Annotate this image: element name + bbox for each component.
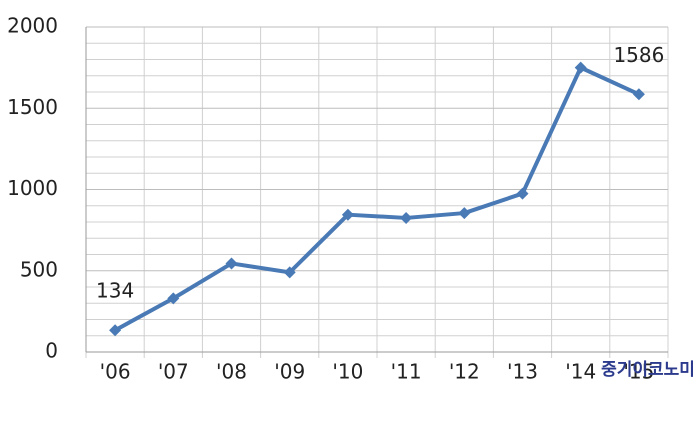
point-marker [632, 88, 645, 101]
x-tick-label: '07 [158, 360, 189, 384]
y-tick-label: 500 [20, 257, 58, 281]
watermark: 중기이코노미 [601, 360, 695, 380]
x-tick-label: '09 [274, 360, 305, 384]
point-marker [400, 211, 413, 224]
y-tick-label: 1500 [7, 95, 58, 119]
data-label: 134 [96, 279, 134, 303]
point-marker [225, 257, 238, 270]
x-tick-label: '15 [623, 360, 654, 384]
x-tick-label: '12 [449, 360, 480, 384]
point-marker [341, 208, 354, 221]
x-tick-label: '11 [391, 360, 422, 384]
y-tick-label: 1000 [7, 176, 58, 200]
x-tick-label: '10 [332, 360, 363, 384]
point-marker [574, 61, 587, 74]
x-tick-label: '06 [100, 360, 131, 384]
x-tick-label: '13 [507, 360, 538, 384]
y-tick-label: 0 [45, 339, 58, 363]
data-label: 1586 [613, 43, 664, 67]
point-marker [283, 266, 296, 279]
x-tick-label: '14 [565, 360, 596, 384]
point-marker [167, 292, 180, 305]
x-tick-label: '08 [216, 360, 247, 384]
line [114, 65, 640, 332]
point-marker [458, 207, 471, 220]
point-marker [109, 324, 122, 337]
y-tick-label: 2000 [7, 14, 58, 38]
point-marker [516, 187, 529, 200]
